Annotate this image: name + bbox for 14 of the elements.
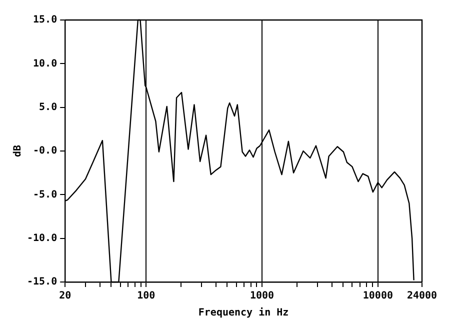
y-tick-label: -5.0 — [33, 189, 58, 200]
x-tick-label: 10000 — [362, 290, 393, 302]
y-tick-label: 10.0 — [33, 58, 58, 70]
x-axis-title: Frequency in Hz — [198, 306, 289, 319]
y-tick-label: -15.0 — [26, 276, 58, 288]
x-tick-label: 24000 — [406, 290, 438, 302]
y-tick-label: 15.0 — [33, 14, 58, 26]
y-tick-label: -0.0 — [33, 146, 58, 157]
y-axis-title: dB — [12, 144, 24, 158]
y-tick-label: -10.0 — [26, 232, 58, 244]
x-tick-label: 1000 — [250, 290, 274, 302]
x-tick-label: 20 — [59, 290, 72, 302]
x-tick-label: 100 — [137, 290, 156, 302]
y-tick-label: 5.0 — [39, 102, 58, 113]
